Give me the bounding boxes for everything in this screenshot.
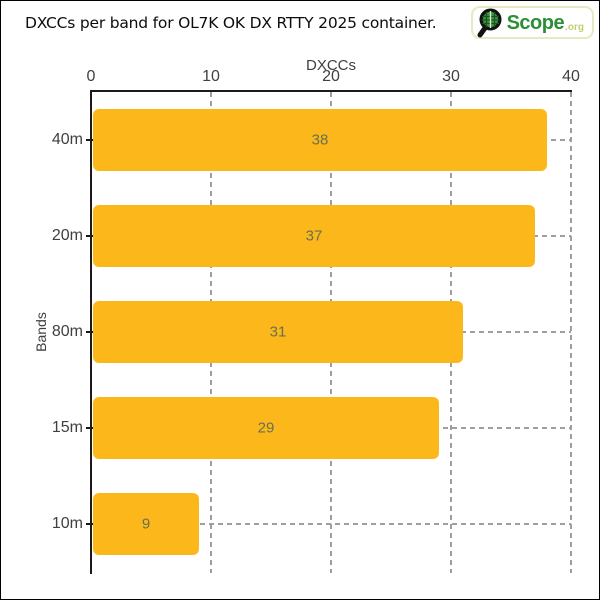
x-axis-title: DXCCs (305, 57, 357, 74)
y-tick-label: 40m (51, 131, 83, 148)
x-tick-label: 0 (86, 68, 96, 85)
logo-brand-text: Scope (506, 11, 565, 34)
y-tick-label: 15m (51, 419, 83, 436)
bar (93, 301, 463, 363)
logo-suffix-text: .org (565, 22, 584, 33)
qscope-logo[interactable]: Scope .org (470, 6, 594, 39)
y-tick-mark (86, 235, 96, 237)
bar-value-label: 38 (311, 131, 329, 149)
bar (93, 493, 199, 555)
bar (93, 205, 535, 267)
bar-value-label: 9 (141, 515, 151, 533)
x-tick-label: 10 (202, 68, 220, 85)
y-tick-mark (86, 139, 96, 141)
y-tick-label: 80m (51, 323, 83, 340)
bar-value-label: 29 (257, 419, 275, 437)
bar (93, 109, 547, 171)
bar-value-label: 37 (305, 227, 323, 245)
y-tick-label: 10m (51, 515, 83, 532)
bar (93, 397, 439, 459)
chart-title: DXCCs per band for OL7K OK DX RTTY 2025 … (25, 14, 437, 32)
x-tick-label: 30 (442, 68, 460, 85)
y-tick-label: 20m (51, 227, 83, 244)
magnifier-globe-icon (476, 7, 506, 38)
plot-area: DXCCs Bands 0 10 20 30 40 40m 38 20m 37 80m 31 15m 2… (33, 57, 580, 574)
bar-value-label: 31 (269, 323, 287, 341)
x-axis-line (91, 90, 572, 92)
x-tick-label: 40 (562, 68, 580, 85)
x-tick-label: 20 (322, 68, 340, 85)
y-tick-mark (86, 523, 96, 525)
y-tick-mark (86, 331, 96, 333)
h-gridline (92, 523, 571, 525)
y-tick-mark (86, 427, 96, 429)
